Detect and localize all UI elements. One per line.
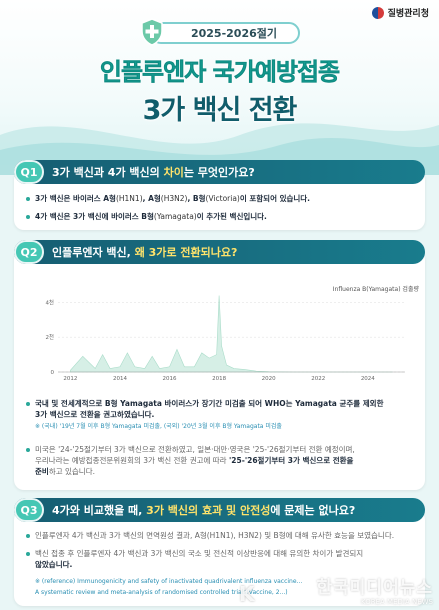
q3-question: 4가와 비교했을 때, 3가 백신의 효과 및 안전성에 문제는 없나요? [52, 502, 355, 518]
shield-cross-icon [141, 18, 163, 46]
q2-b1-line1: 국내 및 전세계적으로 B형 Yamagata 바이러스가 장기간 미검출 되어… [35, 399, 384, 408]
q2-b2-line2-bold: '25-'26절기부터 3가 백신으로 전환을 [228, 456, 354, 465]
q3-b2-line2: 않았습니다. [35, 560, 73, 569]
q3-badge: Q3 [14, 498, 44, 522]
yamagata-chart: 0 2천 4천 2012 2014 2016 2018 2020 2022 2024 [45, 295, 405, 382]
q1-question: 3가 백신과 4가 백신의 차이는 무엇인가요? [52, 164, 255, 180]
agency-name: 질병관리청 [387, 9, 429, 19]
q1-b1-mid3: (Victoria) [205, 194, 240, 203]
agency-brand: 질병관리청 [371, 6, 429, 19]
x-tick-label: 2016 [163, 376, 177, 382]
bullet-dot-icon [26, 197, 30, 201]
q1-b1-mid1: (H1N1) [115, 194, 143, 203]
q1-b1-post: 이 포함되어 있습니다. [239, 194, 311, 203]
q2-question-pre: 인플루엔자 백신, [52, 246, 135, 259]
q1-b2-post: 이 추가된 백신입니다. [196, 212, 267, 221]
x-tick-label: 2022 [311, 376, 325, 382]
q2-b1-note: ※ (국내) '19년 7월 이후 B형 Yamagata 미검출, (국외) … [35, 423, 282, 430]
season-label: 2025-2026절기 [190, 27, 278, 40]
bullet-dot-icon [26, 534, 30, 538]
q1-b1-b1: , A형 [142, 194, 161, 203]
q2-b2-line2-pre: 우리나라는 예방접종전문위원회의 3가 백신 전환 권고에 따라 [35, 456, 229, 465]
q3-header: Q3 4가와 비교했을 때, 3가 백신의 효과 및 안전성에 문제는 없나요? [14, 498, 425, 522]
watermark-sub: KOREA MEDIA NEWS [361, 598, 433, 606]
q3-reference: ※ (reference) Immunogenicity and safety … [26, 575, 421, 597]
watermark-main: 한국미디어뉴스 [316, 578, 433, 598]
q1-question-pre: 3가 백신과 4가 백신의 [52, 166, 164, 179]
q2-b2-line1: 미국은 '24-'25절기부터 3가 백신으로 전환하였고, 일본·대만·영국은… [35, 445, 355, 454]
q2-b2-line3-bold: 준비 [35, 467, 49, 476]
q1-b2-mid1: (Yamagata) [153, 212, 197, 221]
x-tick-label: 2024 [361, 376, 375, 382]
q3-ref-line2: A systematic review and meta-analysis of… [35, 589, 288, 596]
bullet-dot-icon [26, 552, 30, 556]
y-tick-label: 0 [51, 370, 55, 376]
bullet-dot-icon [26, 448, 30, 452]
q3-ref-line1: ※ (reference) Immunogenicity and safety … [35, 578, 303, 585]
q1-b1-pre: 3가 백신은 바이러스 A형 [35, 194, 116, 203]
q2-header: Q2 인플루엔자 백신, 왜 3가로 전환되나요? [14, 240, 425, 264]
q2-question: 인플루엔자 백신, 왜 3가로 전환되나요? [52, 244, 237, 260]
bullet-dot-icon [26, 402, 30, 406]
q2-bullet-1: 국내 및 전세계적으로 B형 Yamagata 바이러스가 장기간 미검출 되어… [26, 398, 421, 431]
q1-question-highlight: 차이 [163, 166, 184, 179]
q2-question-highlight: 왜 3가로 전환되나요? [134, 246, 238, 259]
q2-b2-line3-post: 하고 있습니다. [48, 467, 95, 476]
q1-bullet-2: 4가 백신은 3가 백신에 바이러스 B형(Yamagata)이 추가된 백신입… [26, 211, 421, 222]
x-tick-label: 2020 [262, 376, 276, 382]
x-tick-label: 2014 [113, 376, 127, 382]
q1-question-post: 는 무엇인가요? [183, 166, 255, 179]
agency-logo-icon [371, 6, 384, 19]
season-badge: 2025-2026절기 [150, 22, 300, 44]
q3-question-pre: 4가와 비교했을 때, [52, 504, 147, 517]
q3-b2-line1: 백신 접종 후 인플루엔자 4가 백신과 3가 백신의 국소 및 전신적 이상반… [35, 549, 364, 558]
bullet-dot-icon [26, 215, 30, 219]
q1-b1-mid2: (H3N2) [160, 194, 188, 203]
x-tick-label: 2012 [63, 376, 77, 382]
q3-question-post: 에 문제는 없나요? [270, 504, 356, 517]
y-tick-label: 4천 [45, 298, 54, 306]
page-title-line2: 3가 백신 전환 [142, 95, 298, 126]
q1-header: Q1 3가 백신과 4가 백신의 차이는 무엇인가요? [14, 160, 425, 184]
x-tick-label: 2018 [212, 376, 226, 382]
chart-legend: Influenza B(Yamagata) 검출량 [332, 286, 419, 293]
y-tick-label: 2천 [45, 333, 54, 341]
q2-badge: Q2 [14, 240, 44, 264]
q1-b2-pre: 4가 백신은 3가 백신에 바이러스 B형 [35, 212, 154, 221]
q1-b1-b2: , B형 [187, 194, 206, 203]
q3-b1-text: 인플루엔자 4가 백신과 3가 백신의 면역원성 결과, A형(H1N1), H… [35, 531, 395, 540]
q3-bullet-2: 백신 접종 후 인플루엔자 4가 백신과 3가 백신의 국소 및 전신적 이상반… [26, 548, 421, 570]
q3-card [14, 510, 425, 606]
watermark: 한국미디어뉴스 KOREA MEDIA NEWS [317, 573, 433, 606]
q2-bullet-2: 미국은 '24-'25절기부터 3가 백신으로 전환하였고, 일본·대만·영국은… [26, 444, 421, 477]
page-title-line1: 인플루엔자 국가예방접종 [99, 58, 341, 87]
q1-bullet-1: 3가 백신은 바이러스 A형(H1N1), A형(H3N2), B형(Victo… [26, 193, 421, 204]
q2-b1-line2: 3가 백신으로 전환을 권고하였습니다. [35, 410, 155, 419]
q1-badge: Q1 [14, 160, 44, 184]
q3-question-highlight: 3가 백신의 효과 및 안전성 [146, 504, 271, 517]
watermark-logo-icon: K [239, 582, 255, 606]
q3-bullet-1: 인플루엔자 4가 백신과 3가 백신의 면역원성 결과, A형(H1N1), H… [26, 530, 421, 541]
series-area [70, 295, 393, 373]
